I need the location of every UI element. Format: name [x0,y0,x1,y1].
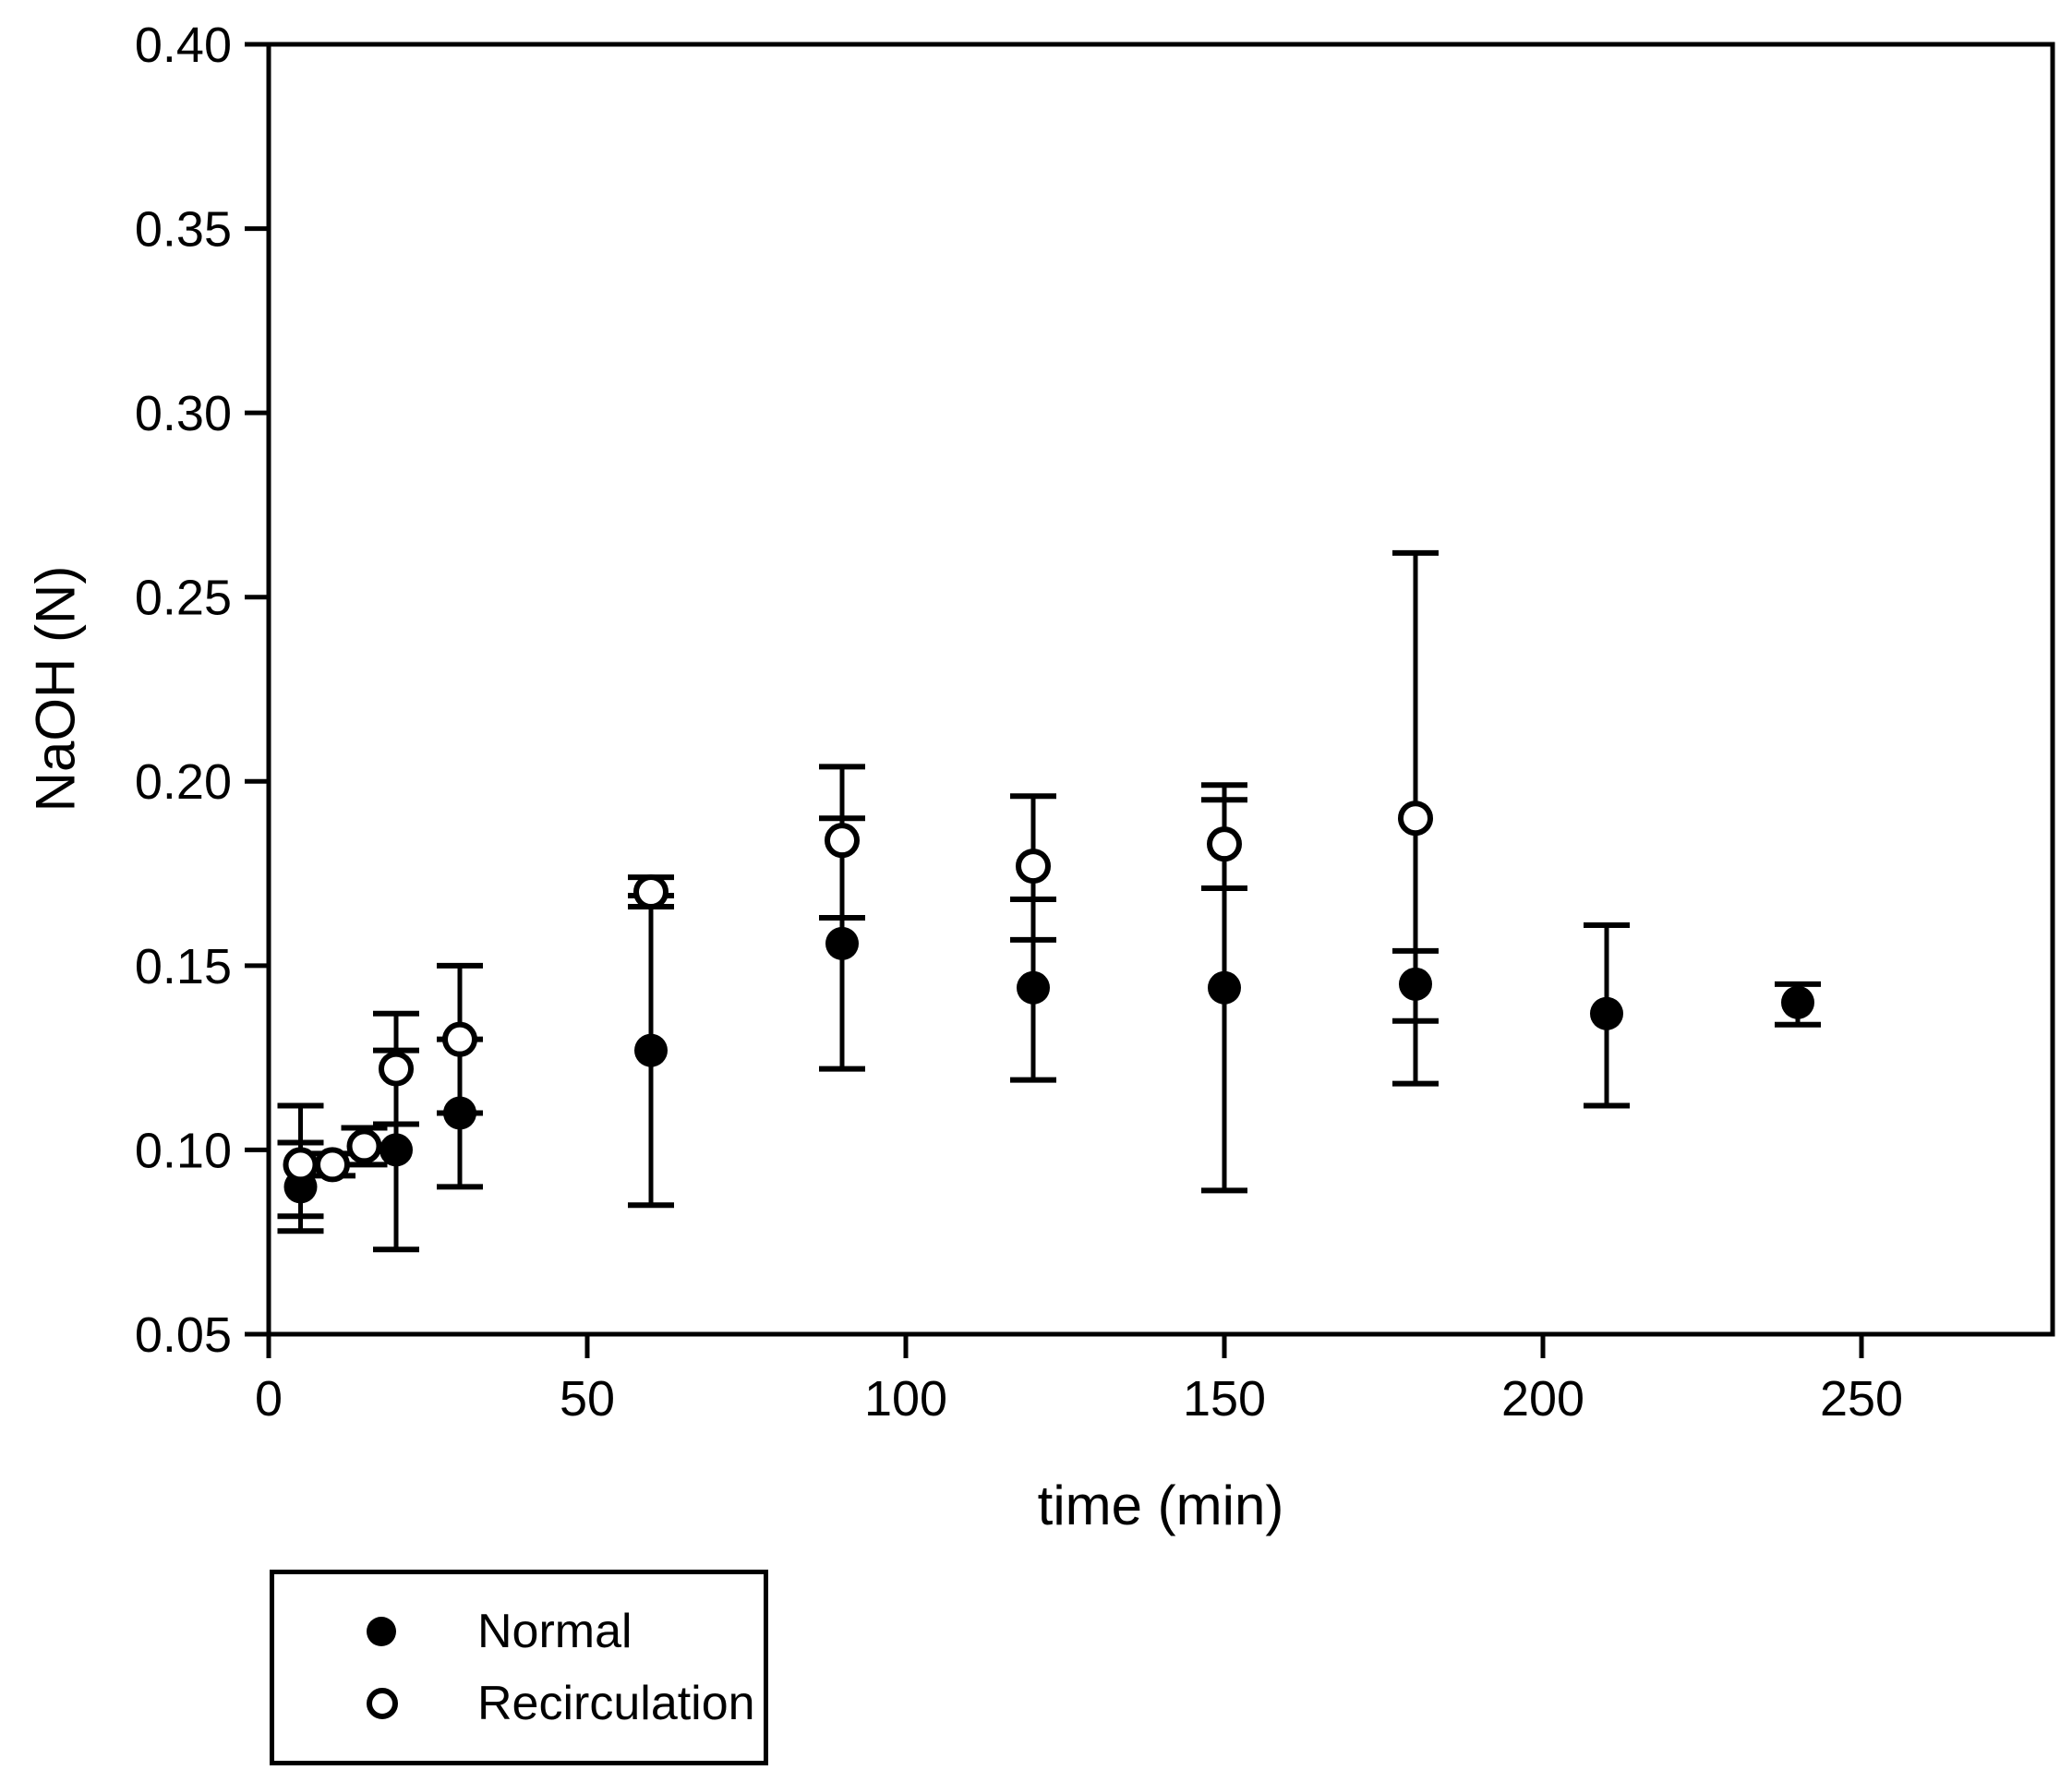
legend-box: Normal Recirculation [270,1570,768,1765]
data-point-open [379,1051,414,1087]
data-point-filled [634,1033,668,1067]
data-point-open [346,1128,382,1164]
x-axis-title: time (min) [1037,1475,1284,1536]
data-point-filled [379,1133,413,1167]
x-tick-label: 0 [255,1371,283,1427]
y-tick-label: 0.15 [135,939,232,994]
data-point-open [442,1021,477,1057]
plot-box [266,42,2055,1337]
data-point-open [825,823,860,859]
x-tick-label: 250 [1820,1371,1903,1427]
data-point-filled [1781,985,1814,1019]
data-point-open [633,874,669,910]
data-point-open [315,1147,350,1183]
data-point-filled [1399,967,1432,1001]
y-tick-label: 0.10 [135,1123,232,1178]
data-point-open [1016,849,1051,885]
x-tick-label: 50 [560,1371,615,1427]
data-point-filled [825,926,859,960]
open-circle-icon [367,1688,398,1719]
y-axis-title: NaOH (N) [24,565,87,813]
y-tick-label: 0.20 [135,754,232,810]
y-tick-label: 0.05 [135,1307,232,1363]
legend-item-recirculation: Recirculation [367,1674,764,1733]
y-tick-label: 0.35 [135,201,232,257]
data-point-filled [443,1096,476,1130]
data-point-filled [1017,970,1050,1005]
y-tick-label: 0.30 [135,386,232,441]
data-point-filled [1590,996,1623,1030]
series-recirculation [283,801,1433,1183]
legend-item-normal: Normal [367,1602,764,1661]
error-bars [277,549,1821,1253]
data-point-open [1398,801,1433,837]
legend-label-recirculation: Recirculation [477,1677,755,1730]
data-point-open [283,1147,319,1183]
x-axis: 0 50 100 150 200 250 [255,1334,1903,1427]
filled-circle-icon [367,1617,396,1646]
x-tick-label: 100 [864,1371,947,1427]
data-point-open [1207,826,1242,862]
y-tick-label: 0.25 [135,571,232,626]
x-tick-label: 200 [1501,1371,1584,1427]
series-normal [283,926,1814,1204]
data-point-filled [1208,970,1241,1005]
x-tick-label: 150 [1183,1371,1266,1427]
y-tick-label: 0.40 [135,18,232,73]
legend-label-normal: Normal [477,1605,632,1658]
y-axis: 0.05 0.10 0.15 0.20 0.25 0.30 0.35 0.40 [135,18,269,1363]
